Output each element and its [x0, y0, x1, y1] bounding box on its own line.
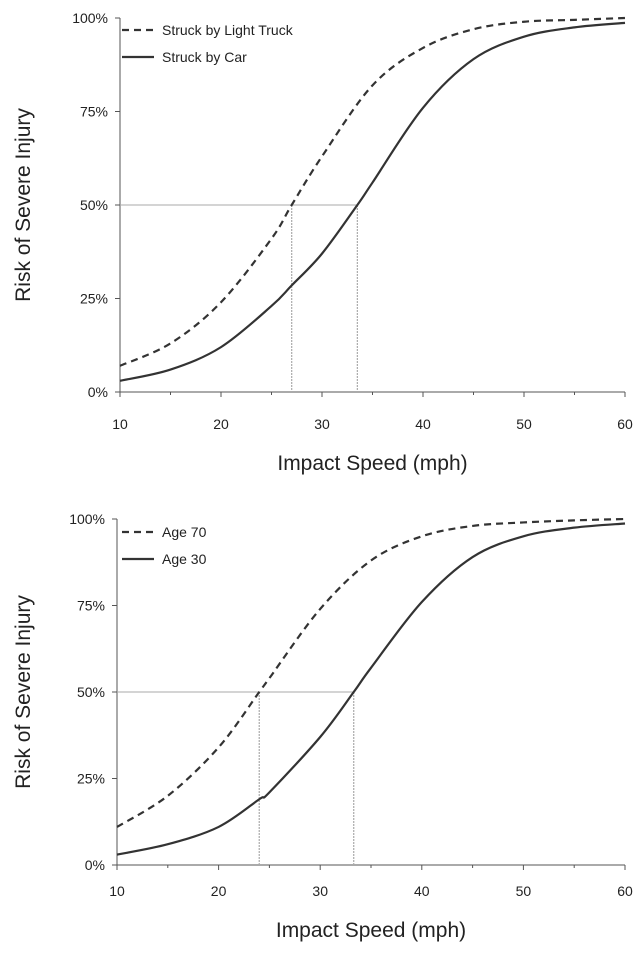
y-tick-label: 0% [85, 857, 105, 873]
y-tick-label: 75% [80, 104, 108, 120]
y-tick-label: 25% [80, 291, 108, 307]
chart-panel-bottom: 0% 25% 50% 75% 100% 10 20 30 40 50 60 Impact Speed … [12, 511, 633, 942]
x-tick-label: 10 [112, 416, 128, 432]
y-tick-label: 100% [72, 10, 108, 26]
x-axis-title: Impact Speed (mph) [276, 919, 466, 942]
y-tick-label: 0% [88, 384, 108, 400]
series-line-dashed [119, 16, 626, 367]
legend: Struck by Light Truck Struck by Car [122, 22, 294, 65]
y-tick-label: 50% [80, 197, 108, 213]
x-tick-label: 30 [314, 416, 330, 432]
x-tick-label: 10 [109, 883, 125, 899]
x-tick-label: 60 [617, 416, 633, 432]
x-tick-label: 40 [414, 883, 430, 899]
legend-label: Age 70 [162, 524, 207, 540]
series-line-solid [119, 21, 626, 382]
y-axis-title: Risk of Severe Injury [12, 595, 35, 789]
legend: Age 70 Age 30 [122, 524, 207, 567]
y-tick-label: 75% [77, 598, 105, 614]
y-axis-title: Risk of Severe Injury [12, 108, 35, 302]
y-tick-label: 100% [69, 511, 105, 527]
x-tick-label: 20 [213, 416, 229, 432]
legend-label: Struck by Car [162, 49, 247, 65]
legend-label: Struck by Light Truck [162, 22, 294, 38]
series-line-solid [116, 522, 626, 856]
x-tick-label: 20 [211, 883, 227, 899]
series-line-dashed [116, 517, 626, 828]
x-tick-label: 30 [312, 883, 328, 899]
legend-label: Age 30 [162, 551, 207, 567]
chart-panel-top: 0% 25% 50% 75% 100% 10 20 30 40 50 60 Impact Speed … [12, 10, 633, 475]
x-tick-label: 50 [516, 416, 532, 432]
x-tick-label: 50 [516, 883, 532, 899]
y-tick-label: 50% [77, 684, 105, 700]
x-tick-label: 40 [415, 416, 431, 432]
y-tick-label: 25% [77, 771, 105, 787]
x-tick-label: 60 [617, 883, 633, 899]
x-axis-title: Impact Speed (mph) [277, 452, 467, 475]
